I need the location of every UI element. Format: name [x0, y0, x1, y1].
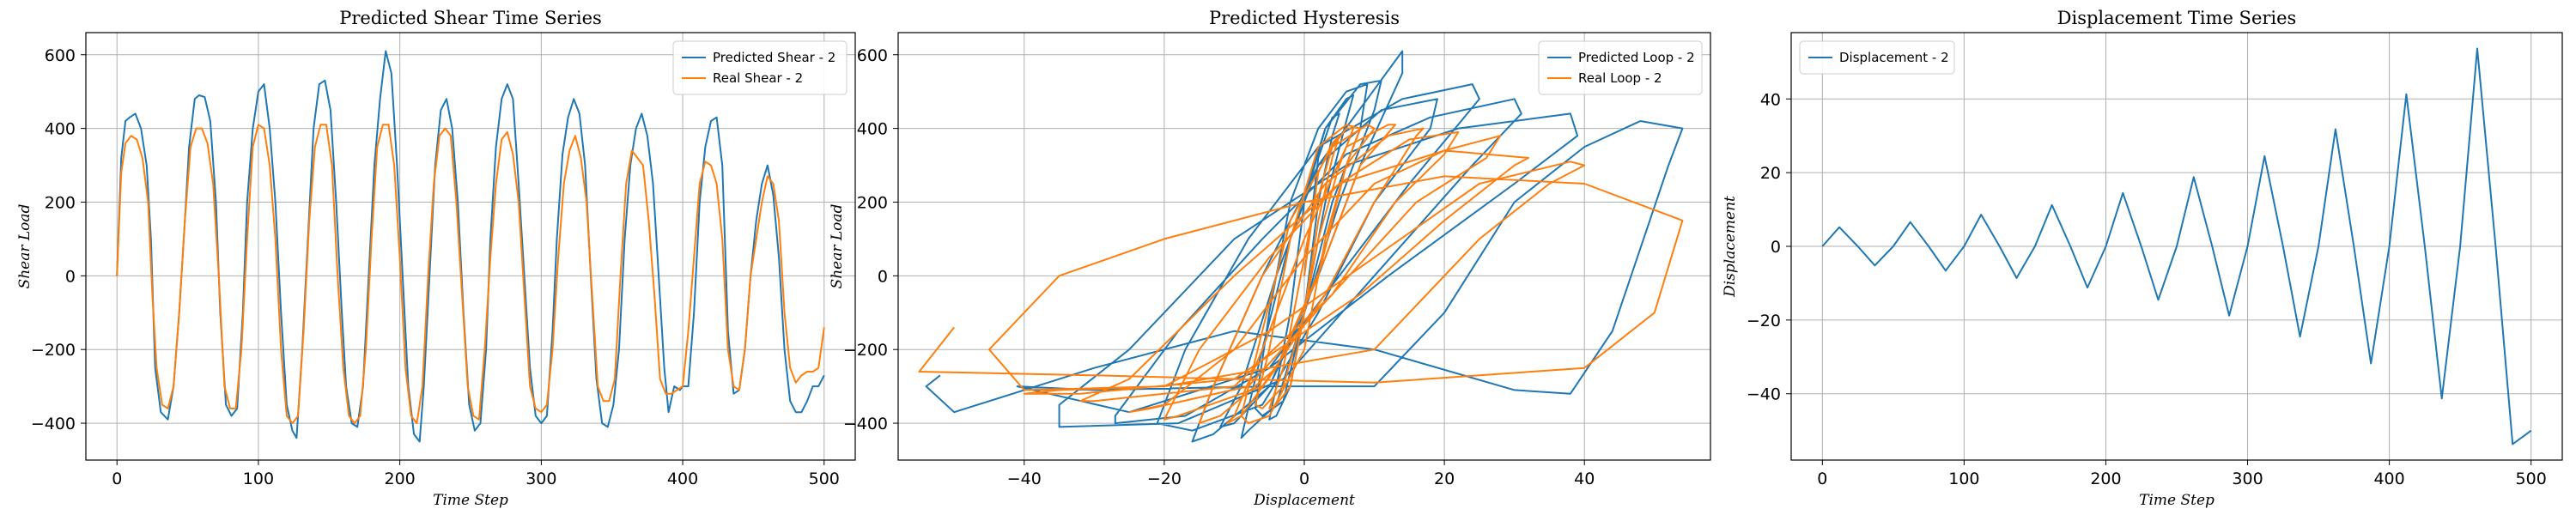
y-tick-label: 200	[857, 193, 888, 212]
series-line-2	[918, 124, 1684, 425]
grid	[898, 33, 1710, 460]
y-tick-label: 600	[857, 46, 888, 65]
x-tick-label: 200	[385, 470, 416, 488]
x-tick-label: 100	[1948, 470, 1979, 488]
x-tick-label: 200	[2090, 470, 2121, 488]
chart-title: Predicted Hysteresis	[1209, 8, 1400, 28]
x-tick-label: 400	[2373, 470, 2404, 488]
x-tick-label: 100	[243, 470, 274, 488]
plot-frame	[85, 32, 856, 461]
chart-title: Predicted Shear Time Series	[339, 8, 602, 28]
legend-box	[672, 40, 848, 95]
legend-label: Predicted Loop - 2	[1578, 50, 1695, 65]
x-tick-label: 400	[667, 470, 698, 488]
x-axis-label: Time Step	[433, 492, 508, 509]
legend: Predicted Loop - 2 Real Loop - 2	[1538, 40, 1703, 95]
y-axis-label: Shear Load	[829, 203, 846, 288]
x-tick-label: 0	[1299, 470, 1309, 488]
legend-box	[1538, 40, 1703, 95]
y-tick-label: 400	[45, 120, 76, 139]
y-axis-label: Displacement	[1722, 196, 1739, 298]
y-tick-label: 0	[1771, 238, 1781, 257]
x-tick-label: −40	[1007, 470, 1042, 488]
x-axis-label: Time Step	[2139, 492, 2215, 509]
y-tick-label: −200	[843, 341, 888, 360]
legend-label: Real Shear - 2	[713, 70, 803, 86]
y-tick-label: 20	[1760, 164, 1781, 183]
legend-box	[1799, 40, 1955, 75]
x-tick-label: 300	[2232, 470, 2263, 488]
y-tick-label: 0	[878, 267, 888, 286]
chart-title: Displacement Time Series	[2057, 8, 2297, 28]
series-line-1	[925, 50, 1684, 443]
x-tick-label: 300	[526, 470, 556, 488]
x-tick-label: 0	[1817, 470, 1827, 488]
legend: Predicted Shear - 2 Real Shear - 2	[672, 40, 848, 95]
y-tick-label: 200	[45, 193, 76, 212]
legend-label: Real Loop - 2	[1578, 70, 1662, 86]
chart-panel-3: 0 100 200 300 400 500 −40 −20 0 20 40 Displacement …	[1722, 8, 2563, 509]
x-tick-label: 500	[2516, 470, 2547, 488]
x-tick-label: 500	[809, 470, 840, 488]
series-line-1	[116, 50, 825, 443]
series-line-2	[116, 124, 825, 425]
series-line-1	[1821, 47, 2532, 445]
y-tick-label: −400	[31, 415, 76, 433]
y-tick-label: 0	[65, 267, 76, 286]
y-tick-label: −400	[843, 415, 888, 433]
legend-label: Displacement - 2	[1839, 50, 1949, 65]
y-tick-label: −20	[1747, 312, 1781, 330]
legend: Displacement - 2	[1799, 40, 1955, 75]
grid	[86, 33, 855, 460]
y-tick-label: 40	[1760, 90, 1781, 109]
y-tick-label: −40	[1747, 385, 1781, 404]
y-tick-label: −200	[31, 341, 76, 360]
x-tick-label: 20	[1434, 470, 1455, 488]
legend-label: Predicted Shear - 2	[713, 50, 835, 65]
y-axis-label: Shear Load	[16, 203, 33, 288]
x-axis-label: Displacement	[1253, 492, 1355, 509]
chart-panel-1: 0 100 200 300 400 500 −400 −200 0 200 400 600 Predic…	[16, 8, 856, 509]
x-tick-label: 40	[1574, 470, 1595, 488]
x-tick-label: −20	[1147, 470, 1182, 488]
y-tick-label: 400	[857, 120, 888, 139]
x-tick-label: 0	[112, 470, 122, 488]
y-tick-label: 600	[45, 46, 76, 65]
